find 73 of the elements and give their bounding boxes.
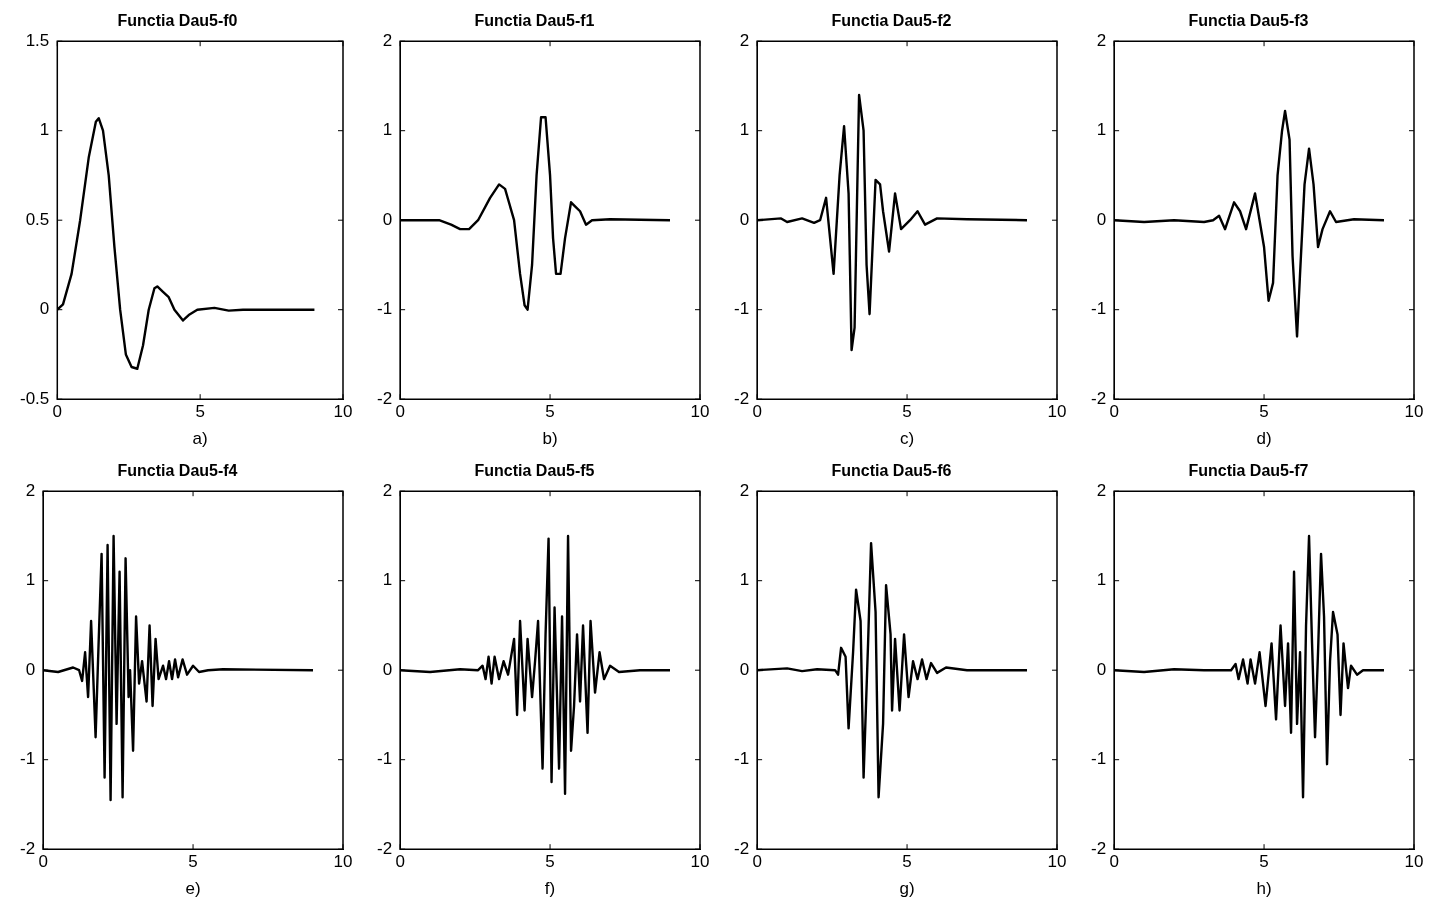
- y-tick-label: -2: [1090, 388, 1107, 408]
- y-tick-label: 0: [739, 659, 750, 679]
- chart-title: Functia Dau5-f2: [831, 12, 952, 30]
- chart-title: Functia Dau5-f6: [831, 462, 952, 480]
- y-tick-label: 2: [739, 480, 750, 500]
- y-tick-label: -2: [733, 838, 750, 858]
- x-tick-label: 5: [902, 402, 912, 422]
- x-tick-label: 5: [1259, 402, 1269, 422]
- y-tick-label: -2: [1090, 838, 1107, 858]
- y-tick-label: 0: [39, 299, 50, 319]
- chart-title: Functia Dau5-f7: [1188, 462, 1309, 480]
- y-tick-label: 2: [382, 30, 393, 50]
- chart-title: Functia Dau5-f0: [117, 12, 238, 30]
- x-tick-label: 10: [333, 402, 353, 422]
- chart-title: Functia Dau5-f4: [117, 462, 238, 480]
- x-axis-title: f): [544, 879, 556, 899]
- y-tick-label: 2: [382, 480, 393, 500]
- y-tick-label: -1: [1090, 749, 1107, 769]
- y-tick-label: -0.5: [20, 388, 50, 408]
- x-tick-label: 10: [690, 852, 710, 872]
- y-tick-label: -1: [733, 299, 750, 319]
- y-tick-label: 0: [382, 659, 393, 679]
- y-tick-label: 2: [739, 30, 750, 50]
- y-tick-label: 0: [382, 209, 393, 229]
- x-axis-title: a): [192, 429, 208, 449]
- x-axis-title: c): [899, 429, 915, 449]
- y-tick-label: -2: [733, 388, 750, 408]
- x-tick-label: 10: [1047, 402, 1067, 422]
- x-tick-label: 5: [545, 852, 555, 872]
- x-tick-label: 5: [545, 402, 555, 422]
- x-tick-label: 10: [1404, 402, 1424, 422]
- y-tick-label: 0.5: [25, 209, 50, 229]
- y-tick-label: 0: [25, 659, 36, 679]
- y-tick-label: -1: [1090, 299, 1107, 319]
- chart-title: Functia Dau5-f5: [474, 462, 595, 480]
- y-tick-label: 1: [1096, 120, 1107, 140]
- y-tick-label: -1: [19, 749, 36, 769]
- y-tick-label: 1: [25, 570, 36, 590]
- x-tick-label: 5: [188, 852, 198, 872]
- x-tick-label: 10: [690, 402, 710, 422]
- y-tick-label: 1: [382, 120, 393, 140]
- y-tick-label: 2: [1096, 480, 1107, 500]
- y-tick-label: 1.5: [25, 30, 50, 50]
- x-tick-label: 10: [1404, 852, 1424, 872]
- y-tick-label: 1: [382, 570, 393, 590]
- y-tick-label: -2: [376, 388, 393, 408]
- chart-title: Functia Dau5-f3: [1188, 12, 1309, 30]
- x-axis-title: e): [185, 879, 201, 899]
- y-tick-label: -1: [733, 749, 750, 769]
- y-tick-label: 2: [1096, 30, 1107, 50]
- x-axis-title: g): [899, 879, 915, 899]
- x-axis-title: b): [542, 429, 558, 449]
- x-tick-label: 10: [1047, 852, 1067, 872]
- x-axis-title: d): [1256, 429, 1272, 449]
- x-tick-label: 5: [1259, 852, 1269, 872]
- y-tick-label: 1: [1096, 570, 1107, 590]
- y-tick-label: 0: [739, 209, 750, 229]
- y-tick-label: 1: [39, 120, 50, 140]
- x-tick-label: 10: [333, 852, 353, 872]
- y-tick-label: -1: [376, 749, 393, 769]
- x-axis-title: h): [1256, 879, 1272, 899]
- y-tick-label: -1: [376, 299, 393, 319]
- y-tick-label: 2: [25, 480, 36, 500]
- y-tick-label: 1: [739, 120, 750, 140]
- x-tick-label: 5: [902, 852, 912, 872]
- y-tick-label: 0: [1096, 209, 1107, 229]
- x-tick-label: 0: [52, 402, 63, 422]
- chart-title: Functia Dau5-f1: [474, 12, 595, 30]
- y-tick-label: 0: [1096, 659, 1107, 679]
- x-tick-label: 5: [195, 402, 205, 422]
- y-tick-label: -2: [376, 838, 393, 858]
- y-tick-label: -2: [19, 838, 36, 858]
- y-tick-label: 1: [739, 570, 750, 590]
